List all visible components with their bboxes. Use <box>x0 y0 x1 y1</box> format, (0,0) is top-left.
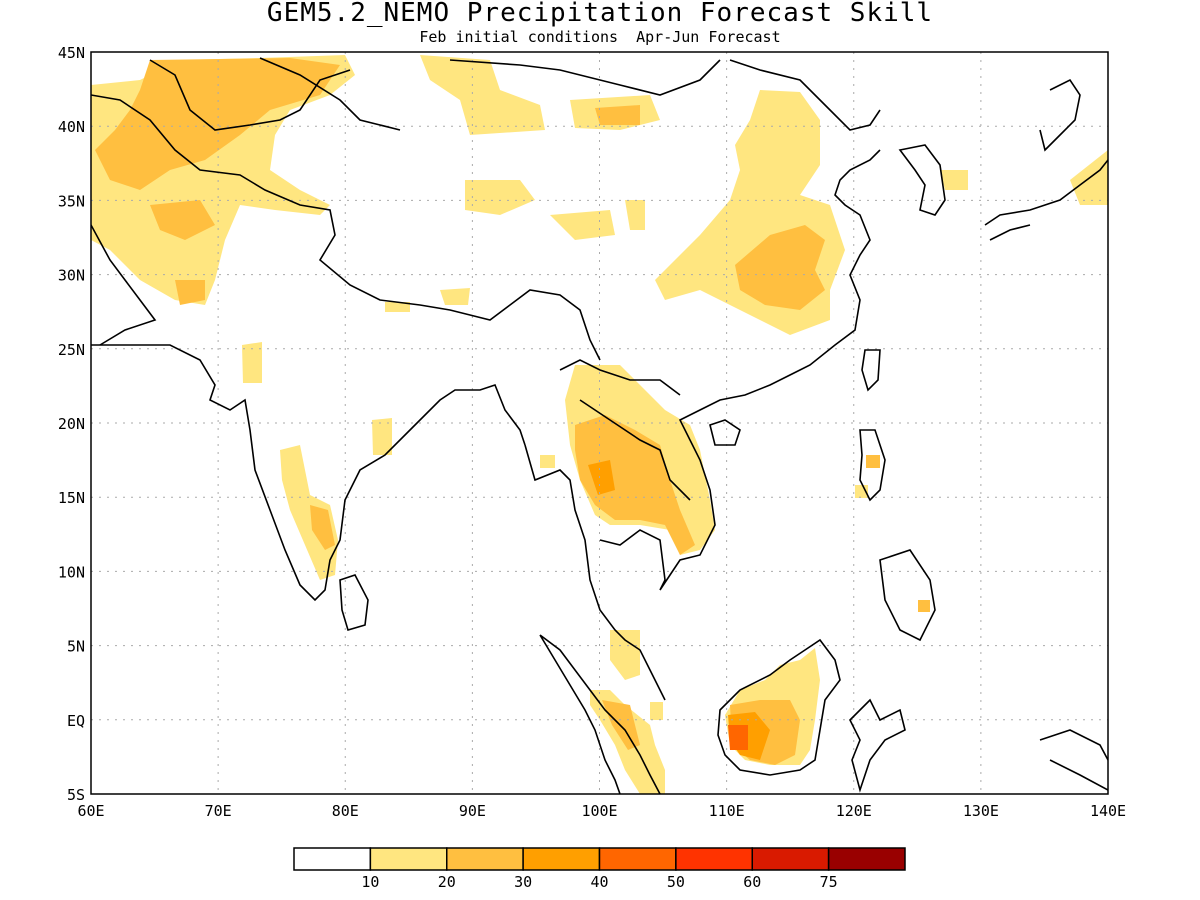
lat-tick-label: 5S <box>67 786 85 804</box>
skill-region <box>575 415 695 555</box>
colorbar-swatch <box>675 847 753 871</box>
skill-region <box>610 630 640 680</box>
colorbar-tick-label: 50 <box>667 873 685 891</box>
colorbar-tick-label: 40 <box>590 873 608 891</box>
lon-tick-label: 100E <box>581 802 617 820</box>
skill-shading <box>91 55 1108 794</box>
colorbar-swatch <box>369 847 448 871</box>
colorbar-tick-label: 60 <box>743 873 761 891</box>
skill-region <box>940 170 968 190</box>
skill-region <box>540 455 555 468</box>
lat-tick-label: 10N <box>58 563 85 581</box>
colorbar-tick-label: 75 <box>820 873 838 891</box>
skill-region <box>918 600 930 612</box>
skill-region <box>866 455 880 468</box>
lon-tick-label: 140E <box>1090 802 1126 820</box>
skill-region <box>465 180 535 215</box>
lon-tick-label: 90E <box>459 802 486 820</box>
colorbar: 10 20 30 40 50 60 75 <box>293 847 906 891</box>
colorbar-swatch <box>751 847 830 871</box>
lon-tick-label: 120E <box>836 802 872 820</box>
skill-region <box>588 460 615 495</box>
skill-region <box>625 200 645 230</box>
skill-region <box>175 280 205 305</box>
skill-region <box>728 725 748 750</box>
lat-tick-label: 15N <box>58 489 85 507</box>
colorbar-swatch <box>522 847 601 871</box>
lat-tick-label: 45N <box>58 44 85 62</box>
skill-region <box>310 505 335 550</box>
lat-tick-label: 20N <box>58 415 85 433</box>
colorbar-swatch <box>827 847 906 871</box>
lat-tick-label: 35N <box>58 192 85 210</box>
lat-tick-label: EQ <box>67 712 85 730</box>
skill-region <box>385 302 410 312</box>
lon-tick-label: 130E <box>963 802 999 820</box>
colorbar-tick-label: 30 <box>514 873 532 891</box>
lat-tick-label: 5N <box>67 638 85 656</box>
skill-region <box>650 702 663 720</box>
skill-region <box>420 55 545 135</box>
skill-region <box>595 105 640 125</box>
lon-tick-label: 60E <box>77 802 104 820</box>
lon-tick-label: 80E <box>332 802 359 820</box>
longitude-labels: 60E 70E 80E 90E 100E 110E 120E 130E 140E <box>77 802 1126 820</box>
colorbar-tick-label: 10 <box>361 873 379 891</box>
lon-tick-label: 70E <box>205 802 232 820</box>
skill-region <box>150 200 215 240</box>
colorbar-swatch <box>598 847 677 871</box>
colorbar-swatch <box>446 847 524 871</box>
skill-region <box>242 342 262 383</box>
coastlines <box>91 57 1108 794</box>
skill-region <box>550 210 615 240</box>
lon-tick-label: 110E <box>709 802 745 820</box>
grid-lines <box>91 52 1108 794</box>
figure-subtitle: Feb initial conditions Apr-Jun Forecast <box>419 28 781 46</box>
map-frame <box>90 51 1109 795</box>
figure-title: GEM5.2_NEMO Precipitation Forecast Skill <box>266 0 934 28</box>
lat-tick-label: 30N <box>58 267 85 285</box>
skill-region <box>440 288 470 305</box>
latitude-labels: 45N 40N 35N 30N 25N 20N 15N 10N 5N EQ 5S <box>58 44 85 804</box>
lat-tick-label: 25N <box>58 341 85 359</box>
skill-region <box>372 418 392 455</box>
skill-region <box>735 225 825 310</box>
skill-region <box>95 58 340 190</box>
colorbar-swatch <box>293 847 372 871</box>
colorbar-tick-label: 20 <box>438 873 456 891</box>
lat-tick-label: 40N <box>58 118 85 136</box>
